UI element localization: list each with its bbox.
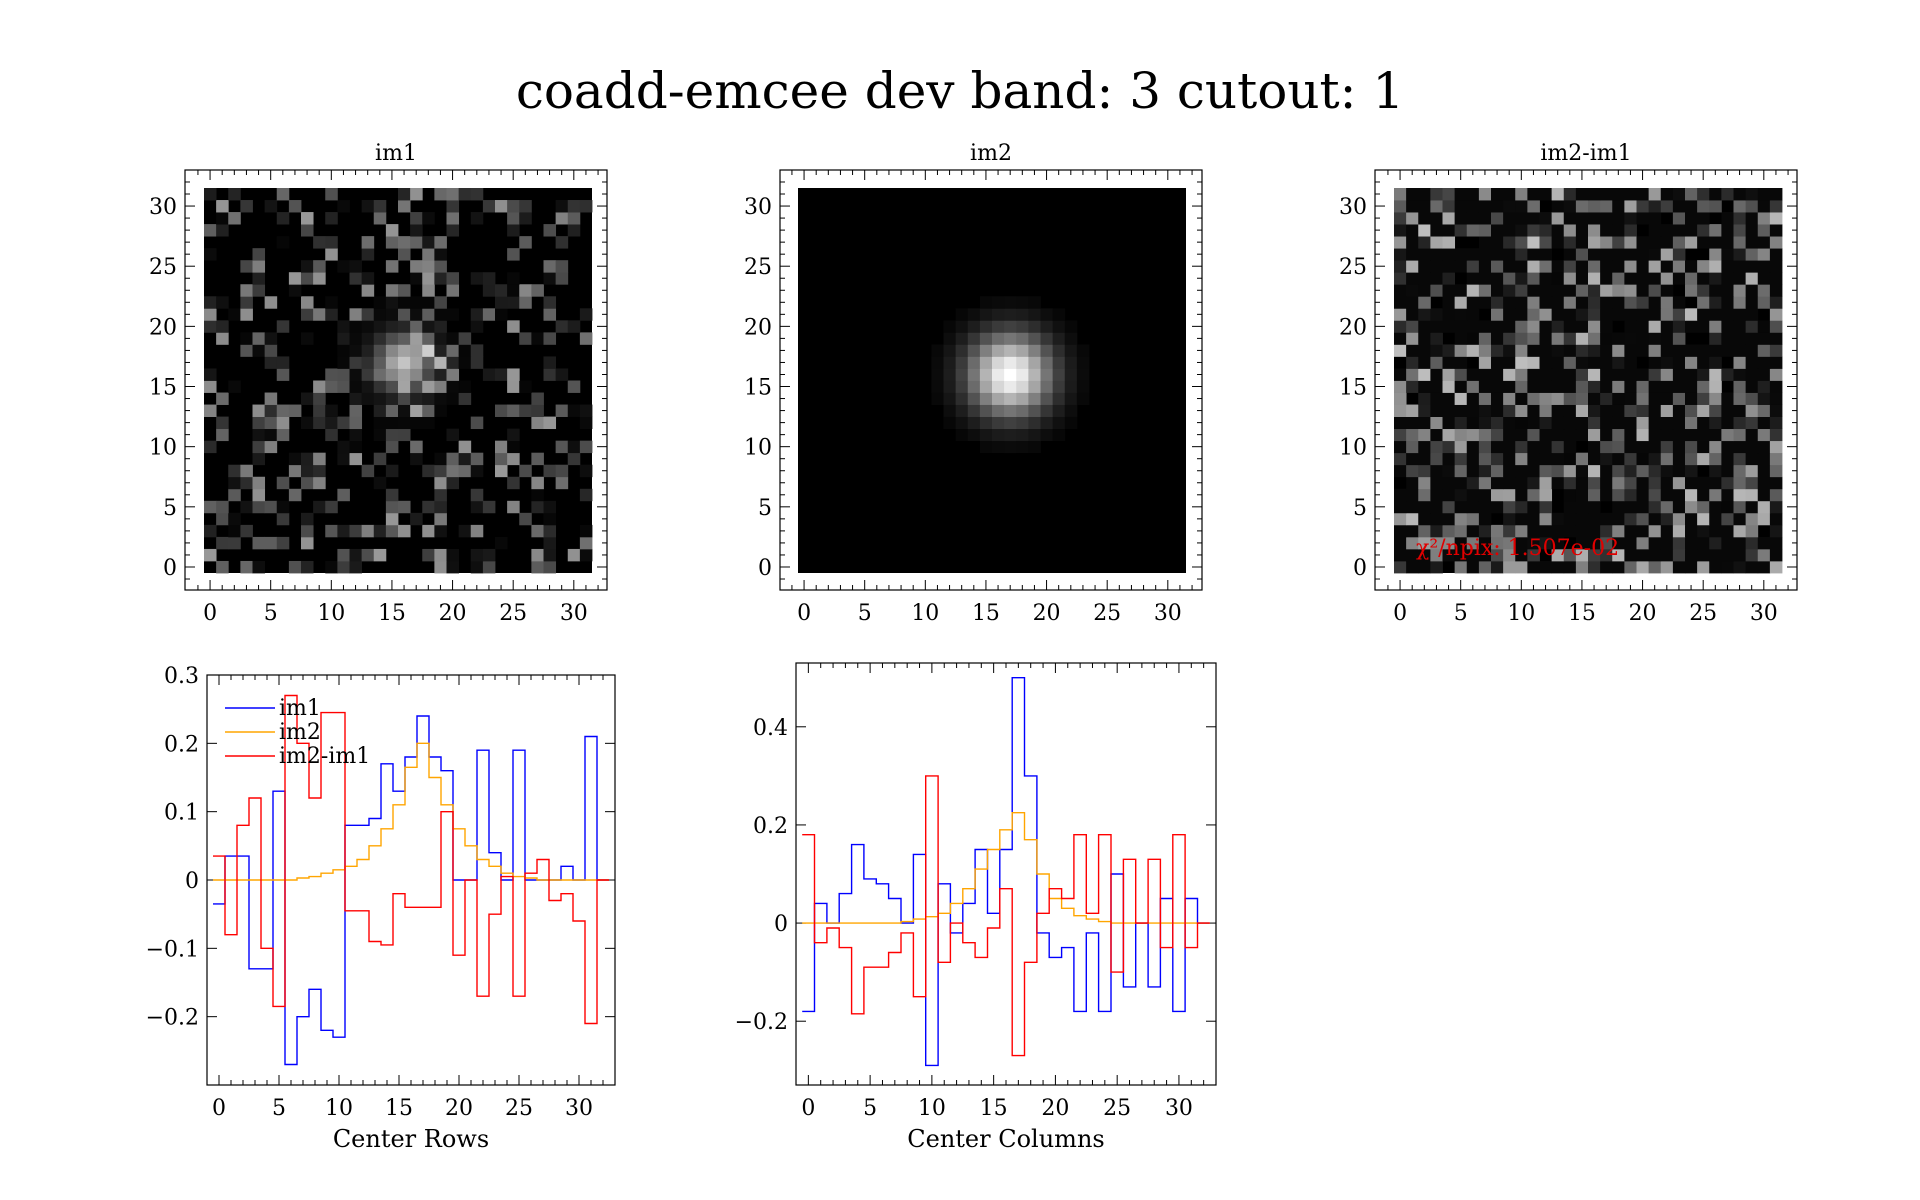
y-tick-label: 15 [1339,376,1367,401]
x-tick-label: 20 [445,1096,473,1121]
y-tick-label: 5 [163,496,177,521]
x-tick-label: 10 [1507,601,1535,626]
legend-label-im2: im2 [279,720,321,745]
x-tick-label: 30 [1154,601,1182,626]
y-tick-label: −0.1 [146,937,199,962]
image-axes-frame [1374,169,1798,591]
x-tick-label: 25 [1093,601,1121,626]
x-tick-label: 15 [378,601,406,626]
x-tick-label: 30 [1165,1096,1193,1121]
x-tick-label: 30 [1750,601,1778,626]
x-tick-label: 5 [863,1096,877,1121]
y-tick-label: 0.1 [164,801,199,826]
image-axes-frame [779,169,1203,591]
y-tick-label: 0 [1353,556,1367,581]
x-tick-label: 25 [499,601,527,626]
image-panel-title: im2-im1 [1540,141,1631,166]
y-tick-label: −0.2 [735,1010,788,1035]
x-tick-label: 15 [980,1096,1008,1121]
y-tick-label: 5 [758,496,772,521]
y-tick-label: 0.3 [164,664,199,689]
x-tick-label: 10 [918,1096,946,1121]
image-panel-im1: im1 0 5 10 15 20 25 30 0 5 10 15 20 25 30 [149,141,608,626]
series-line-im2-im1 [802,775,1210,1057]
x-tick-label: 30 [560,601,588,626]
y-tick-label: 0.2 [164,732,199,757]
figure-title: coadd-emcee dev band: 3 cutout: 1 [516,62,1404,120]
x-tick-label: 5 [858,601,872,626]
y-tick-label: 10 [1339,436,1367,461]
y-tick-label: 25 [149,255,177,280]
image-pixels [1394,188,1783,574]
y-tick-label: 0 [758,556,772,581]
x-tick-label: 0 [203,601,217,626]
y-tick-label: 10 [149,436,177,461]
x-tick-label: 15 [972,601,1000,626]
profile-plot-2: 0 5 10 15 20 25 30 −0.2 0 0.2 0.4 Center Columns [735,662,1217,1153]
image-pixels [204,188,593,574]
x-tick-label: 20 [1041,1096,1069,1121]
x-tick-label: 5 [264,601,278,626]
y-tick-label: 30 [1339,195,1367,220]
profile-plot-1: 0 5 10 15 20 25 30 −0.2 −0.1 0 0.1 0.2 0.3 Center Row… [146,664,616,1153]
x-tick-label: 30 [565,1096,593,1121]
x-tick-label: 25 [1689,601,1717,626]
x-tick-label: 20 [439,601,467,626]
y-tick-label: 15 [744,376,772,401]
profile-plots: 0 5 10 15 20 25 30 −0.2 −0.1 0 0.1 0.2 0.3 Center Row… [146,662,1217,1153]
image-panel-im2-im1: im2-im1 0 5 10 15 20 25 30 0 5 10 15 20 25 30 χ²/npix: … [1339,141,1798,626]
image-pixels [931,296,1090,454]
image-panel-title: im2 [970,141,1012,166]
y-tick-label: 0 [163,556,177,581]
y-tick-label: 0.4 [753,716,788,741]
image-panel-im2: im2 0 5 10 15 20 25 30 0 5 10 15 20 25 30 [744,141,1203,626]
x-tick-label: 20 [1629,601,1657,626]
y-tick-label: 15 [149,376,177,401]
y-tick-label: 25 [1339,255,1367,280]
x-tick-label: 0 [801,1096,815,1121]
legend-label-im2-im1: im2-im1 [279,744,370,769]
x-axis-label: Center Columns [907,1125,1104,1153]
x-axis-label: Center Rows [333,1125,489,1153]
x-tick-label: 20 [1033,601,1061,626]
y-tick-label: 30 [744,195,772,220]
x-tick-label: 5 [1454,601,1468,626]
x-tick-label: 10 [325,1096,353,1121]
legend-label-im1: im1 [279,696,321,721]
plot-axes-frame [795,662,1217,1086]
x-tick-label: 10 [317,601,345,626]
series-line-im2-im1 [213,694,609,1025]
y-tick-label: 0 [774,912,788,937]
y-tick-label: 25 [744,255,772,280]
x-tick-label: 5 [272,1096,286,1121]
x-tick-label: 25 [1103,1096,1131,1121]
image-panel-title: im1 [375,141,417,166]
x-tick-label: 10 [911,601,939,626]
x-tick-label: 0 [1393,601,1407,626]
y-tick-label: 20 [744,315,772,340]
y-tick-label: 20 [1339,315,1367,340]
y-tick-label: −0.2 [146,1006,199,1031]
x-tick-label: 25 [505,1096,533,1121]
x-tick-label: 15 [1568,601,1596,626]
x-tick-label: 0 [212,1096,226,1121]
y-tick-label: 30 [149,195,177,220]
x-tick-label: 15 [385,1096,413,1121]
y-tick-label: 0.2 [753,814,788,839]
y-tick-label: 20 [149,315,177,340]
y-tick-label: 0 [185,869,199,894]
image-axes-frame [184,169,608,591]
y-tick-label: 5 [1353,496,1367,521]
image-panels: im1 0 5 10 15 20 25 30 0 5 10 15 20 25 30 im2 0 5 10 15 20 25… [149,141,1798,626]
y-tick-label: 10 [744,436,772,461]
chi2-annotation: χ²/npix: 1.507e-02 [1416,536,1619,561]
x-tick-label: 0 [797,601,811,626]
